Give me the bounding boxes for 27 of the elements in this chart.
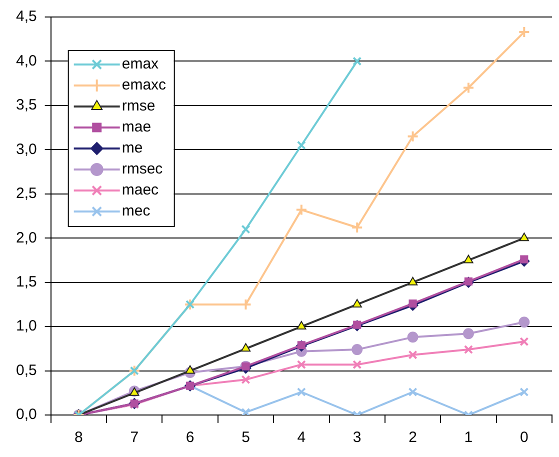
- legend-label: me: [122, 140, 143, 157]
- y-tick-label: 4,0: [16, 52, 37, 70]
- y-tick-label: 3,5: [16, 96, 37, 114]
- legend-label: maec: [122, 182, 160, 199]
- y-tick-label: 1,0: [16, 318, 37, 335]
- legend-label: emaxc: [122, 76, 167, 94]
- y-tick-label: 3,0: [16, 140, 37, 158]
- x-tick-label: 3: [352, 429, 362, 446]
- x-tick-label: 8: [74, 429, 83, 446]
- x-tick-label: 6: [186, 429, 194, 446]
- y-tick-label: 4,5: [16, 8, 37, 26]
- y-tick-label: 2,0: [16, 229, 37, 246]
- x-tick-label: 0: [520, 429, 528, 446]
- legend-label: rmsec: [122, 160, 164, 178]
- legend-label: rmse: [122, 98, 156, 115]
- y-tick-label: 2,5: [16, 185, 37, 202]
- x-tick-label: 1: [464, 429, 473, 446]
- legend-label: emax: [122, 56, 160, 73]
- legend-label: mae: [122, 118, 152, 136]
- x-tick-label: 2: [408, 429, 417, 446]
- x-tick-label: 7: [130, 429, 139, 446]
- y-tick-label: 0,5: [16, 362, 37, 379]
- x-tick-label: 4: [297, 429, 306, 446]
- y-tick-label: 1,5: [16, 273, 37, 290]
- legend-label: mec: [122, 202, 151, 220]
- y-tick-label: 0,0: [16, 406, 37, 424]
- x-tick-label: 5: [242, 429, 250, 446]
